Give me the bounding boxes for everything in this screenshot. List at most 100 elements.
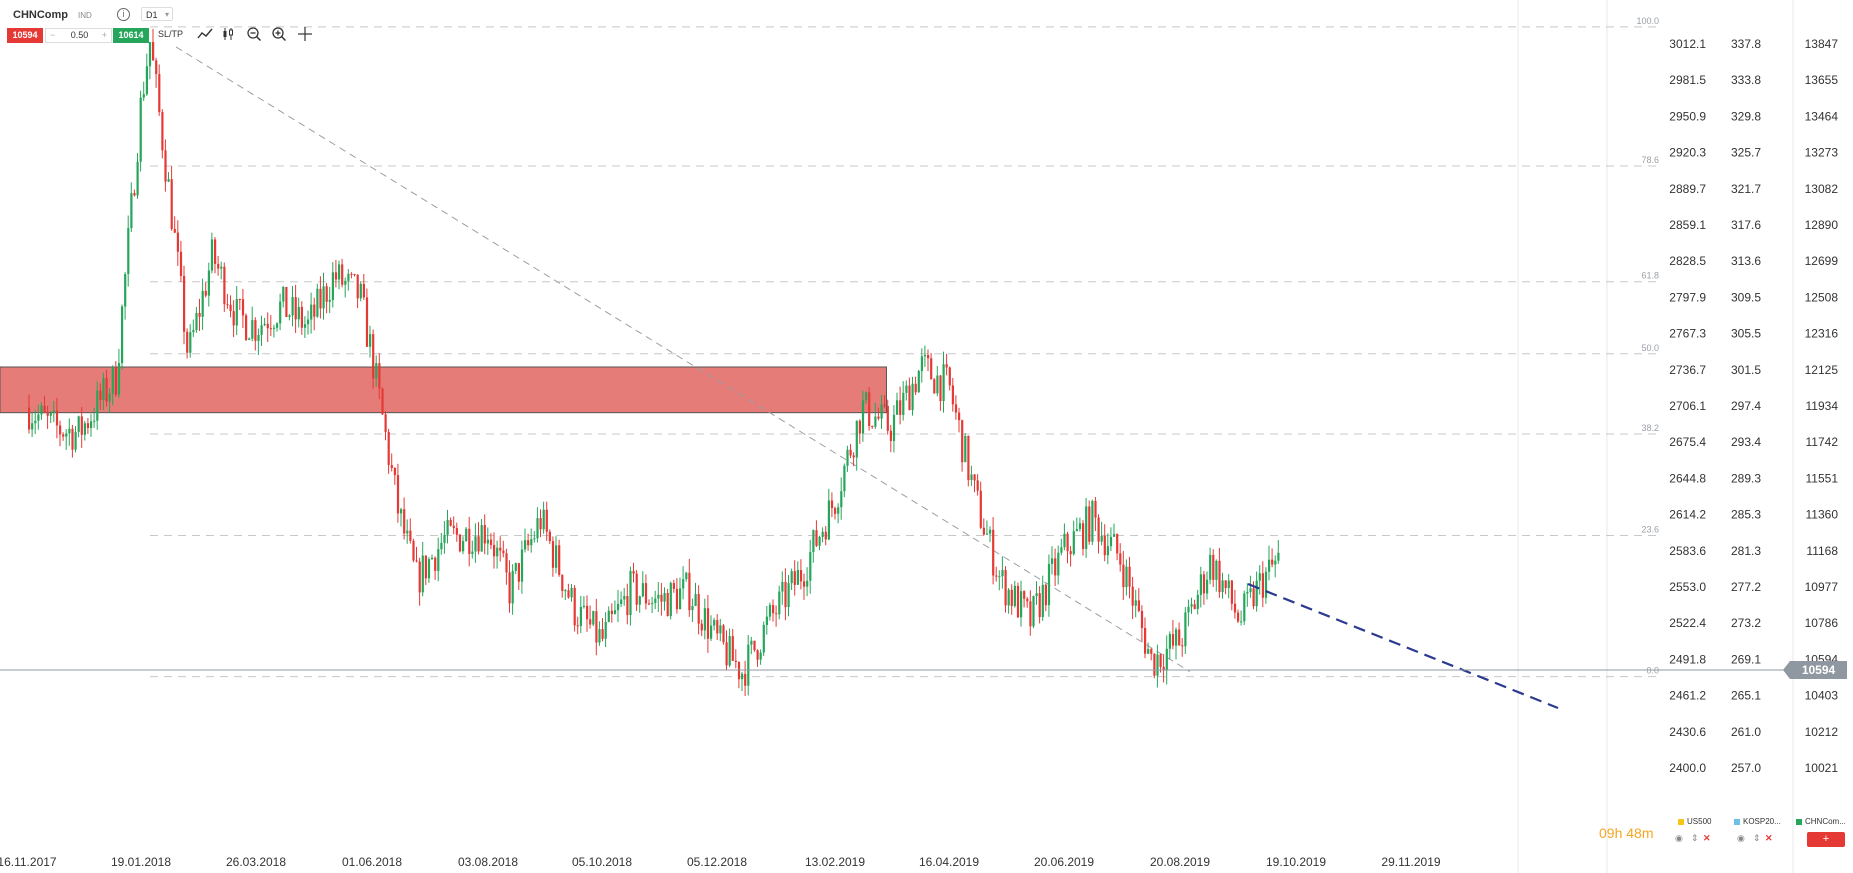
candle-body xyxy=(824,531,827,540)
candle-body xyxy=(886,406,889,431)
candle-body xyxy=(334,272,338,280)
candle-body xyxy=(325,286,328,302)
x-axis-tick-label: 05.12.2018 xyxy=(687,855,747,869)
candle-body xyxy=(384,414,387,432)
candle-body xyxy=(539,518,542,530)
y-axis-tertiary-tick-label: 12890 xyxy=(1805,218,1839,232)
candle-body xyxy=(685,572,688,580)
candle-body xyxy=(1271,559,1274,565)
candle-body xyxy=(90,421,93,428)
sell-button[interactable]: 10594 xyxy=(7,28,43,43)
zoom-out-icon[interactable] xyxy=(246,26,262,42)
plus-icon[interactable]: + xyxy=(101,30,107,40)
legend-item-us500[interactable]: US500 xyxy=(1678,817,1711,826)
candle-body xyxy=(524,540,527,550)
line-chart-icon[interactable] xyxy=(197,26,213,42)
candle-body xyxy=(1122,564,1125,588)
candle-body xyxy=(421,555,424,593)
candle-body xyxy=(238,299,241,301)
candle-body xyxy=(310,304,313,320)
buy-button[interactable]: 10614 xyxy=(113,28,149,43)
candle-body xyxy=(1100,535,1103,542)
info-icon[interactable]: i xyxy=(117,8,130,21)
candle-body xyxy=(1029,601,1032,627)
sltp-button[interactable]: SL/TP xyxy=(158,29,184,39)
sort-icon[interactable]: ⇕ xyxy=(1753,833,1761,843)
candle-body xyxy=(899,400,902,415)
legend-item-kosp20[interactable]: KOSP20... xyxy=(1734,817,1781,826)
legend-swatch xyxy=(1796,818,1802,825)
candle-body xyxy=(725,642,728,666)
candle-body xyxy=(248,338,251,340)
y-axis-tick-label: 2644.8 xyxy=(1669,471,1706,485)
candle-body xyxy=(37,414,40,421)
candle-body xyxy=(1060,547,1063,553)
candle-body xyxy=(617,604,620,611)
candle-body xyxy=(1023,591,1026,599)
fib-level-label: 23.6 xyxy=(1641,525,1659,535)
fib-level-label: 100.0 xyxy=(1636,16,1659,26)
candle-body xyxy=(682,579,685,589)
candle-body xyxy=(1069,551,1072,555)
candle-body xyxy=(964,435,967,463)
candle-body xyxy=(214,239,217,264)
candle-body xyxy=(28,407,31,430)
candle-body xyxy=(474,536,477,552)
candle-body xyxy=(1106,546,1109,556)
candle-body xyxy=(908,385,911,411)
candle-body xyxy=(260,325,263,335)
candle-body xyxy=(731,636,734,661)
candle-body xyxy=(837,507,840,514)
candle-body xyxy=(477,536,480,552)
candle-body xyxy=(865,392,868,401)
candle-body xyxy=(1054,558,1057,576)
eye-icon[interactable]: ◉ xyxy=(1737,833,1745,843)
legend-item-chncomp[interactable]: CHNCom... xyxy=(1796,817,1846,826)
candle-chart-icon[interactable] xyxy=(221,26,237,42)
candle-body xyxy=(1013,585,1016,607)
candle-body xyxy=(338,264,341,280)
sort-icon[interactable]: ⇕ xyxy=(1691,833,1699,843)
candle-body xyxy=(989,529,992,534)
minus-icon[interactable]: − xyxy=(50,30,56,40)
candle-body xyxy=(424,555,427,579)
y-axis-secondary-tick-label: 301.5 xyxy=(1731,363,1761,377)
candle-body xyxy=(564,590,567,592)
candle-body xyxy=(604,621,607,639)
candle-body xyxy=(1268,559,1271,572)
candle-body xyxy=(483,525,486,544)
zoom-in-icon[interactable] xyxy=(271,26,287,42)
candle-body xyxy=(803,581,806,587)
quantity-value[interactable]: 0.50 xyxy=(70,30,89,40)
candle-body xyxy=(272,327,276,329)
candle-body xyxy=(220,266,223,269)
candle-body xyxy=(279,301,282,324)
close-icon[interactable]: ✕ xyxy=(1765,833,1773,843)
close-icon[interactable]: ✕ xyxy=(1703,833,1711,843)
candle-body xyxy=(737,662,741,680)
candle-body xyxy=(734,660,737,663)
crosshair-icon[interactable] xyxy=(297,26,313,42)
candle-body xyxy=(700,623,703,631)
candle-body xyxy=(189,332,192,353)
y-axis-tick-label: 2736.7 xyxy=(1669,363,1706,377)
timeframe-select[interactable]: D1 ▾ xyxy=(141,7,173,21)
y-axis-secondary-tick-label: 265.1 xyxy=(1731,689,1761,703)
candle-body xyxy=(586,605,589,620)
symbol-name[interactable]: CHNComp xyxy=(13,9,68,21)
candle-body xyxy=(530,539,533,546)
candle-body xyxy=(480,525,483,552)
quantity-stepper[interactable]: 0.50 − + xyxy=(45,28,112,43)
x-axis-tick-label: 01.06.2018 xyxy=(342,855,402,869)
candle-body xyxy=(493,544,496,557)
candle-body xyxy=(818,536,821,546)
eye-icon[interactable]: ◉ xyxy=(1675,833,1683,843)
candle-countdown: 09h 48m xyxy=(1599,825,1654,841)
add-instrument-button[interactable]: + xyxy=(1807,832,1845,847)
candle-body xyxy=(176,232,179,252)
x-axis-tick-label: 05.10.2018 xyxy=(572,855,632,869)
candle-body xyxy=(34,420,37,424)
y-axis-tick-label: 2491.8 xyxy=(1669,652,1706,666)
x-axis-tick-label: 29.11.2019 xyxy=(1381,855,1440,869)
